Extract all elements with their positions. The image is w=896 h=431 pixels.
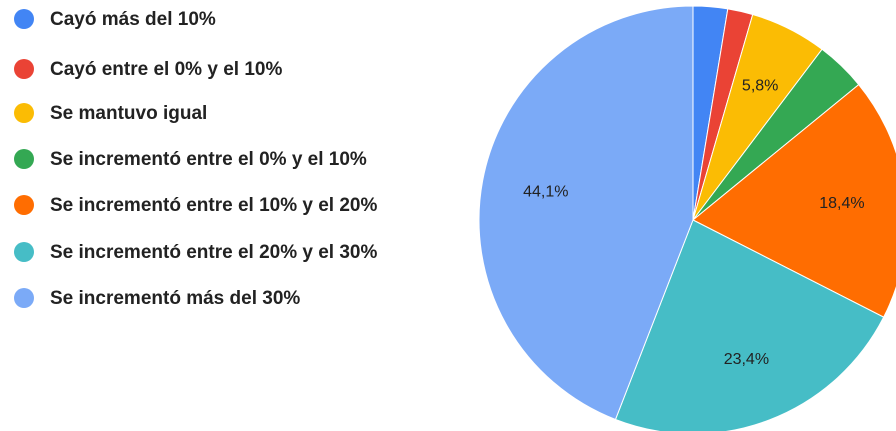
legend-label: Cayó entre el 0% y el 10% xyxy=(50,59,282,80)
data-label: 23,4% xyxy=(724,351,769,368)
data-label: 44,1% xyxy=(523,184,568,201)
legend-label: Se incrementó entre el 10% y el 20% xyxy=(50,195,377,216)
legend-label: Se incrementó entre el 0% y el 10% xyxy=(50,149,367,170)
legend-swatch xyxy=(14,59,34,79)
data-label: 5,8% xyxy=(742,77,778,94)
legend-label: Se incrementó más del 30% xyxy=(50,288,300,309)
legend-label: Cayó más del 10% xyxy=(50,9,216,30)
pie-slice xyxy=(478,5,694,421)
legend-label: Se incrementó entre el 20% y el 30% xyxy=(50,242,377,263)
legend-swatch xyxy=(14,149,34,169)
data-label: 18,4% xyxy=(819,195,864,212)
legend-swatch xyxy=(14,288,34,308)
legend-label: Se mantuvo igual xyxy=(50,103,207,124)
pie-slice xyxy=(614,219,885,431)
legend-swatch xyxy=(14,9,34,29)
legend-swatch xyxy=(14,103,34,123)
pie-slice xyxy=(692,83,896,318)
legend-swatch xyxy=(14,195,34,215)
legend-swatch xyxy=(14,242,34,262)
